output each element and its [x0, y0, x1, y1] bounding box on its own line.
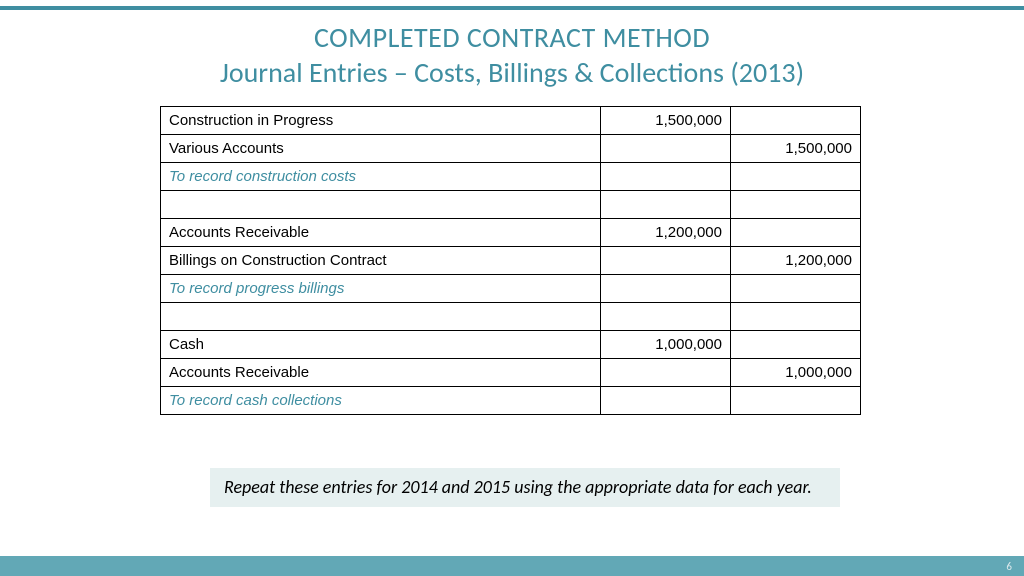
credit-cell [731, 191, 861, 219]
debit-cell [601, 303, 731, 331]
table-row [161, 303, 861, 331]
title-block: COMPLETED CONTRACT METHOD Journal Entrie… [0, 20, 1024, 90]
note-cell: To record progress billings [161, 275, 601, 303]
table-row: To record progress billings [161, 275, 861, 303]
debit-cell [601, 359, 731, 387]
desc-cell: Cash [161, 331, 601, 359]
desc-cell: Billings on Construction Contract [161, 247, 601, 275]
table-row [161, 191, 861, 219]
credit-cell [731, 163, 861, 191]
credit-cell [731, 219, 861, 247]
desc-cell: Accounts Receivable [161, 359, 601, 387]
debit-cell: 1,000,000 [601, 331, 731, 359]
table-row: Cash 1,000,000 [161, 331, 861, 359]
debit-cell [601, 135, 731, 163]
table-row: To record construction costs [161, 163, 861, 191]
debit-cell [601, 387, 731, 415]
debit-cell: 1,200,000 [601, 219, 731, 247]
debit-cell [601, 163, 731, 191]
journal-table-wrap: Construction in Progress 1,500,000 Vario… [160, 106, 860, 415]
table-row: Accounts Receivable 1,200,000 [161, 219, 861, 247]
title-line-2: Journal Entries – Costs, Billings & Coll… [0, 55, 1024, 90]
debit-cell [601, 247, 731, 275]
table-row: Billings on Construction Contract 1,200,… [161, 247, 861, 275]
table-row: Various Accounts 1,500,000 [161, 135, 861, 163]
credit-cell: 1,500,000 [731, 135, 861, 163]
credit-cell [731, 387, 861, 415]
credit-cell [731, 275, 861, 303]
footer-bar: 6 [0, 556, 1024, 576]
note-cell: To record construction costs [161, 163, 601, 191]
debit-cell [601, 275, 731, 303]
footnote-box: Repeat these entries for 2014 and 2015 u… [210, 468, 840, 507]
desc-cell: Construction in Progress [161, 107, 601, 135]
top-rule [0, 6, 1024, 10]
desc-cell: Various Accounts [161, 135, 601, 163]
credit-cell: 1,200,000 [731, 247, 861, 275]
journal-table: Construction in Progress 1,500,000 Vario… [160, 106, 861, 415]
table-row: Construction in Progress 1,500,000 [161, 107, 861, 135]
table-row: Accounts Receivable 1,000,000 [161, 359, 861, 387]
credit-cell [731, 303, 861, 331]
table-row: To record cash collections [161, 387, 861, 415]
journal-table-body: Construction in Progress 1,500,000 Vario… [161, 107, 861, 415]
page-number: 6 [1006, 560, 1012, 573]
desc-cell [161, 191, 601, 219]
title-line-1: COMPLETED CONTRACT METHOD [0, 20, 1024, 55]
debit-cell: 1,500,000 [601, 107, 731, 135]
note-cell: To record cash collections [161, 387, 601, 415]
credit-cell [731, 107, 861, 135]
debit-cell [601, 191, 731, 219]
slide: COMPLETED CONTRACT METHOD Journal Entrie… [0, 0, 1024, 576]
desc-cell [161, 303, 601, 331]
credit-cell [731, 331, 861, 359]
credit-cell: 1,000,000 [731, 359, 861, 387]
desc-cell: Accounts Receivable [161, 219, 601, 247]
